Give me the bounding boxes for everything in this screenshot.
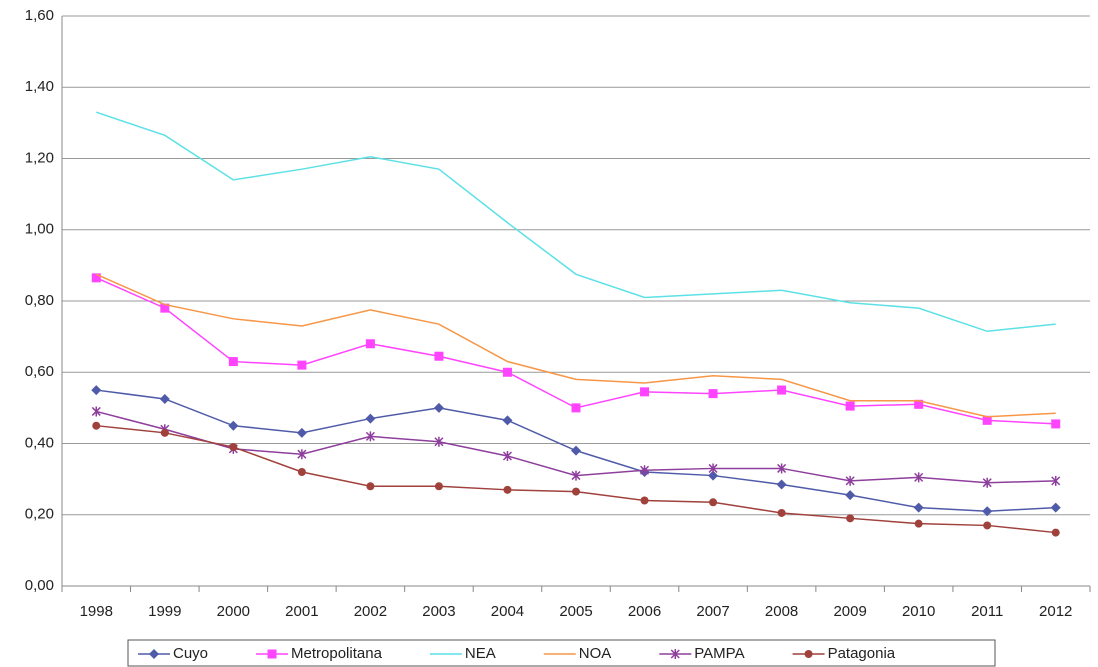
- data-point: [160, 303, 170, 313]
- data-point: [434, 482, 443, 491]
- x-tick-label: 2007: [696, 603, 729, 620]
- legend-label: NEA: [465, 645, 496, 662]
- data-point: [502, 450, 512, 461]
- y-tick-label: 0,40: [25, 434, 54, 451]
- x-tick-label: 2004: [491, 603, 524, 620]
- x-tick-label: 2009: [833, 603, 866, 620]
- legend-label: Patagonia: [828, 645, 896, 662]
- data-point: [433, 402, 444, 413]
- data-point: [366, 482, 375, 491]
- data-point: [846, 514, 855, 523]
- data-point: [502, 367, 512, 377]
- y-tick-label: 1,00: [25, 221, 54, 238]
- x-tick-label: 2008: [765, 603, 798, 620]
- legend-marker: [804, 650, 813, 658]
- data-point: [777, 463, 787, 474]
- data-point: [365, 413, 376, 424]
- data-point: [983, 521, 992, 530]
- x-tick-label: 2001: [285, 603, 318, 620]
- data-point: [708, 389, 718, 399]
- data-point: [92, 421, 101, 430]
- data-point: [503, 485, 512, 494]
- legend-label: Cuyo: [173, 645, 208, 662]
- data-point: [434, 436, 444, 447]
- data-point: [982, 415, 992, 425]
- data-point: [91, 273, 101, 283]
- y-tick-label: 0,80: [25, 292, 54, 309]
- series-line: [95, 273, 1056, 418]
- data-point: [1050, 502, 1061, 513]
- data-point: [434, 351, 444, 361]
- data-point: [91, 406, 101, 417]
- data-point: [1051, 528, 1060, 537]
- x-tick-label: 1999: [148, 603, 181, 620]
- data-point: [228, 357, 238, 367]
- data-point: [1051, 419, 1061, 429]
- data-point: [229, 443, 238, 452]
- data-point: [982, 477, 992, 488]
- data-point: [91, 385, 102, 396]
- data-point: [982, 506, 993, 517]
- data-point: [777, 508, 786, 517]
- data-point: [913, 502, 924, 513]
- data-point: [709, 498, 718, 507]
- data-point: [571, 470, 581, 481]
- data-point: [365, 339, 375, 349]
- data-point: [640, 465, 650, 476]
- data-point: [502, 415, 513, 426]
- data-point: [777, 385, 787, 395]
- x-tick-label: 2012: [1039, 603, 1072, 620]
- y-tick-label: 0,60: [25, 363, 54, 380]
- x-tick-label: 2000: [217, 603, 250, 620]
- legend-marker: [149, 649, 159, 659]
- data-point: [571, 445, 581, 456]
- legend-marker: [267, 649, 277, 659]
- x-tick-label: 2006: [628, 603, 661, 620]
- y-tick-label: 0,00: [25, 577, 54, 594]
- data-point: [708, 463, 718, 474]
- data-point: [160, 428, 169, 437]
- data-point: [228, 420, 239, 431]
- x-tick-label: 2010: [902, 603, 935, 620]
- data-point: [914, 399, 924, 409]
- legend-label: NOA: [579, 645, 612, 662]
- x-tick-label: 2011: [971, 603, 1003, 620]
- series-line: [96, 111, 1056, 333]
- data-point: [296, 427, 307, 438]
- legend-label: PAMPA: [694, 645, 744, 662]
- data-point: [776, 479, 787, 490]
- y-tick-label: 1,60: [25, 7, 54, 24]
- data-point: [640, 496, 649, 505]
- data-point: [297, 360, 307, 370]
- data-point: [845, 490, 856, 501]
- data-point: [297, 449, 307, 460]
- data-point: [572, 487, 580, 496]
- data-point: [159, 393, 170, 404]
- data-point: [708, 470, 719, 481]
- x-tick-label: 2002: [354, 603, 387, 620]
- legend-marker: [670, 649, 680, 659]
- x-tick-label: 2003: [422, 603, 455, 620]
- data-point: [1051, 475, 1061, 486]
- data-point: [845, 401, 855, 411]
- y-tick-label: 1,40: [25, 78, 54, 95]
- data-point: [914, 472, 924, 483]
- data-point: [845, 475, 855, 486]
- data-point: [297, 468, 306, 476]
- y-tick-label: 1,20: [25, 149, 54, 166]
- x-tick-label: 1998: [80, 603, 113, 620]
- y-tick-label: 0,20: [25, 506, 54, 523]
- data-point: [914, 519, 923, 528]
- legend-label: Metropolitana: [291, 645, 383, 662]
- data-point: [640, 387, 650, 397]
- data-point: [365, 431, 375, 442]
- data-point: [571, 403, 581, 413]
- x-tick-label: 2005: [559, 603, 592, 620]
- series-line: [95, 277, 1056, 425]
